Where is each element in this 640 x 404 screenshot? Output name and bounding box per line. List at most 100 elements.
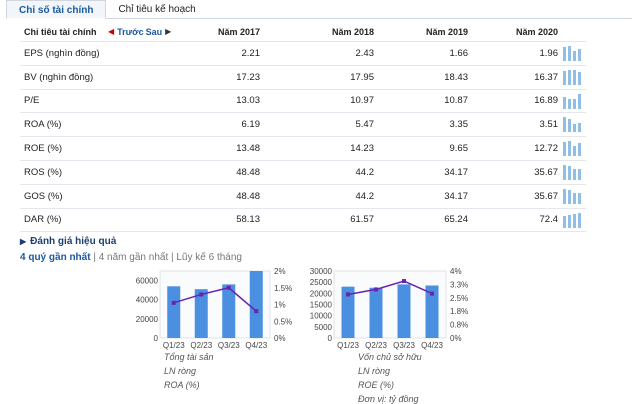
row-value: 3.35 bbox=[449, 119, 469, 131]
triangle-right-icon[interactable]: ▶ bbox=[165, 27, 172, 36]
bar-chart-icon[interactable] bbox=[563, 141, 585, 157]
table-row: DAR (%) 58.13 61.57 65.24 72.4 bbox=[20, 209, 586, 233]
x-tick-label: Q1/23 bbox=[337, 341, 359, 350]
table-row: ROE (%) 13.48 14.23 9.65 12.72 bbox=[20, 137, 586, 161]
row-value: 12.72 bbox=[534, 143, 558, 155]
y-right-tick-label: 0.8% bbox=[450, 321, 468, 330]
row-value: 1.96 bbox=[539, 47, 559, 59]
sparkline-bar bbox=[568, 214, 571, 228]
year-header: Năm 2017 bbox=[217, 26, 260, 37]
period-option-6-months[interactable]: Lũy kế 6 tháng bbox=[176, 252, 242, 263]
sparkline-bar bbox=[568, 46, 571, 61]
row-label: ROA (%) bbox=[24, 119, 62, 131]
y-right-tick-label: 3.3% bbox=[450, 280, 468, 289]
chart-bar bbox=[425, 285, 439, 338]
tab-plan-targets[interactable]: Chỉ tiêu kế hoạch bbox=[118, 4, 196, 15]
period-option-4-years[interactable]: 4 năm gần nhất bbox=[98, 252, 169, 263]
row-value: 58.13 bbox=[236, 214, 260, 226]
x-tick-label: Q3/23 bbox=[218, 341, 240, 350]
x-tick-label: Q4/23 bbox=[245, 341, 267, 350]
section-header[interactable]: ▶ Đánh giá hiệu quả bbox=[20, 234, 116, 248]
year-navigation: ◀ Trước Sau ▶ bbox=[108, 22, 171, 41]
period-separator: | bbox=[90, 252, 99, 263]
row-value: 34.17 bbox=[444, 190, 468, 202]
chart-bar bbox=[222, 284, 236, 338]
row-value: 16.89 bbox=[534, 95, 558, 107]
roa-chart-legend: Tổng tài sản LN ròng ROA (%) bbox=[164, 350, 214, 392]
chart-point bbox=[199, 292, 204, 297]
bar-chart-icon[interactable] bbox=[563, 164, 585, 180]
sparkline-bar bbox=[578, 192, 581, 204]
row-value: 48.48 bbox=[236, 190, 260, 202]
chart-bar bbox=[369, 287, 383, 338]
sparkline-bar bbox=[573, 98, 576, 109]
bar-chart-icon[interactable] bbox=[563, 212, 585, 228]
bar-chart-icon[interactable] bbox=[563, 93, 585, 109]
sparkline-bar bbox=[578, 143, 581, 157]
triangle-left-icon[interactable]: ◀ bbox=[108, 27, 115, 36]
chart-point bbox=[171, 300, 176, 305]
table-row: EPS (nghìn đồng) 2.21 2.43 1.66 1.96 bbox=[20, 42, 586, 66]
sparkline-bar bbox=[573, 192, 576, 204]
row-value: 35.67 bbox=[534, 190, 558, 202]
row-value: 9.65 bbox=[449, 143, 469, 155]
y-right-tick-label: 1.5% bbox=[274, 284, 292, 293]
row-value: 14.23 bbox=[350, 143, 374, 155]
bar-chart-icon[interactable] bbox=[563, 117, 585, 133]
row-value: 13.48 bbox=[236, 143, 260, 155]
tab-financial-ratios[interactable]: Chỉ số tài chính bbox=[6, 0, 107, 19]
y-right-tick-label: 0.5% bbox=[274, 317, 292, 326]
chart-bar bbox=[167, 286, 181, 338]
y-left-tick-label: 15000 bbox=[310, 301, 333, 310]
chart-line bbox=[173, 286, 257, 312]
row-value: 10.97 bbox=[350, 95, 374, 107]
sparkline-bar bbox=[578, 123, 581, 133]
bar-chart-icon[interactable] bbox=[563, 46, 585, 61]
legend-item-net-profit: LN ròng bbox=[358, 366, 391, 376]
row-label: EPS (nghìn đồng) bbox=[24, 47, 100, 59]
sparkline-bar bbox=[573, 124, 576, 133]
bar-chart-icon[interactable] bbox=[563, 188, 585, 204]
year-header: Năm 2018 bbox=[331, 26, 374, 37]
row-value: 17.23 bbox=[236, 71, 260, 83]
table-row: ROS (%) 48.48 44.2 34.17 35.67 bbox=[20, 161, 586, 185]
row-value: 72.4 bbox=[539, 214, 559, 226]
chart-bar bbox=[194, 289, 208, 338]
period-option-4-quarters[interactable]: 4 quý gần nhất bbox=[20, 252, 91, 263]
sparkline-bar bbox=[578, 212, 581, 228]
chart-point bbox=[226, 285, 231, 290]
row-value: 1.66 bbox=[449, 47, 469, 59]
year-header: Năm 2019 bbox=[425, 26, 468, 37]
bar-chart-icon[interactable] bbox=[563, 69, 585, 85]
period-separator: | bbox=[168, 252, 177, 263]
prev-years-link[interactable]: Trước bbox=[117, 26, 144, 37]
row-value: 10.87 bbox=[444, 95, 468, 107]
row-value: 2.43 bbox=[355, 47, 375, 59]
chart-point bbox=[430, 291, 434, 296]
sparkline-bar bbox=[563, 96, 566, 109]
sparkline-bar bbox=[573, 168, 576, 180]
x-tick-label: Q2/23 bbox=[365, 341, 387, 350]
sparkline-bar bbox=[578, 93, 581, 109]
y-right-tick-label: 1.8% bbox=[450, 307, 468, 316]
triangle-right-icon: ▶ bbox=[20, 236, 27, 246]
y-left-tick-label: 30000 bbox=[310, 267, 333, 276]
sparkline-bar bbox=[573, 146, 576, 157]
y-right-tick-label: 4% bbox=[450, 267, 462, 276]
chart-line bbox=[347, 280, 433, 296]
sparkline-bar bbox=[563, 188, 566, 204]
sparkline-bar bbox=[573, 51, 576, 61]
row-value: 2.21 bbox=[241, 47, 261, 59]
row-label: DAR (%) bbox=[24, 214, 62, 226]
financial-ratio-table: Chỉ tiêu tài chính ◀ Trước Sau ▶ Năm 201… bbox=[20, 22, 586, 233]
year-header: Năm 2020 bbox=[515, 26, 558, 37]
legend-item-net-profit: LN ròng bbox=[164, 366, 197, 376]
section-title: Đánh giá hiệu quả bbox=[30, 235, 117, 247]
row-value: 3.51 bbox=[539, 119, 559, 131]
x-tick-label: Q3/23 bbox=[393, 341, 415, 350]
tab-bar: Chỉ số tài chính Chỉ tiêu kế hoạch bbox=[6, 0, 632, 19]
sparkline-bar bbox=[563, 70, 566, 85]
next-years-link[interactable]: Sau bbox=[145, 26, 163, 37]
sparkline-bar bbox=[568, 141, 571, 157]
table-row: ROA (%) 6.19 5.47 3.35 3.51 bbox=[20, 113, 586, 138]
